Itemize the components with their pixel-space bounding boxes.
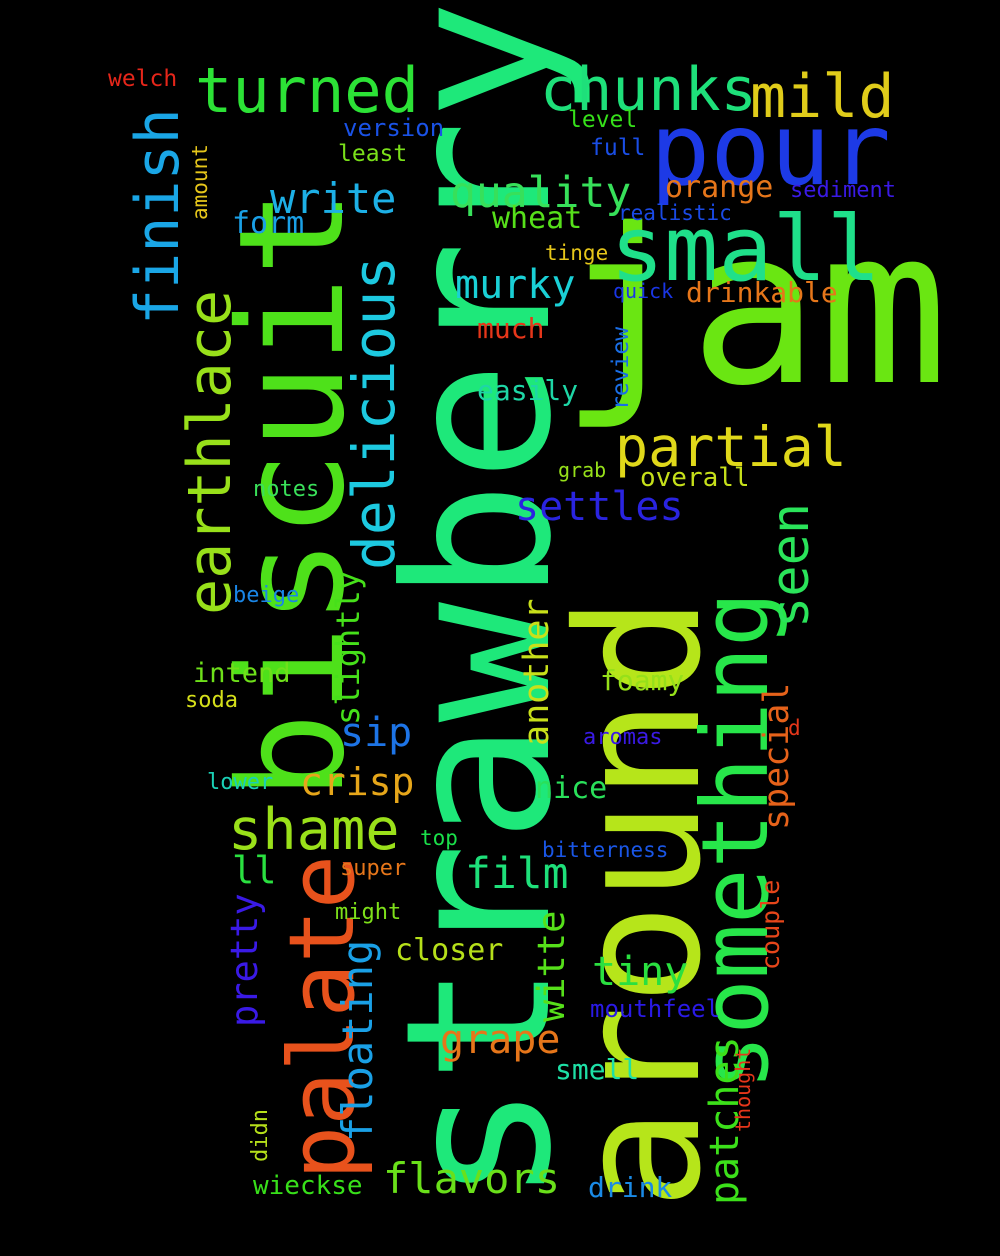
cloud-word-welch: welch [108, 66, 178, 92]
cloud-word-pretty: pretty [223, 893, 266, 1027]
cloud-word-lower: lower [207, 770, 274, 795]
cloud-word-sediment: sediment [790, 178, 896, 203]
cloud-word-much: much [477, 312, 545, 345]
cloud-word-crisp: crisp [300, 760, 415, 804]
cloud-word-sip: sip [340, 710, 413, 756]
cloud-word-tinge: tinge [545, 241, 609, 265]
cloud-word-tiny: tiny [592, 949, 689, 995]
cloud-word-write: write [270, 174, 397, 223]
cloud-word-version: version [343, 114, 445, 142]
cloud-word-full: full [590, 135, 646, 161]
cloud-word-drinkable: drinkable [686, 276, 838, 309]
cloud-word-couple: couple [756, 879, 785, 970]
cloud-word-film: film [465, 849, 569, 899]
cloud-word-top: top [420, 826, 458, 850]
cloud-word-finish: finish [123, 108, 193, 325]
cloud-word-review: review [608, 326, 634, 410]
cloud-word-didn: didn [248, 1109, 273, 1162]
cloud-word-flavors: flavors [383, 1154, 561, 1203]
cloud-word-murky: murky [455, 262, 576, 308]
cloud-word-super: super [340, 856, 407, 881]
cloud-word-orange: orange [665, 170, 774, 205]
cloud-word-form: form [232, 206, 305, 241]
cloud-word-settles: settles [515, 484, 684, 530]
cloud-word-notes: notes [253, 477, 320, 502]
cloud-word-jam: jam [560, 182, 949, 433]
cloud-word-easily: easily [477, 374, 579, 407]
cloud-word-delicious: delicious [340, 255, 408, 570]
cloud-word-wieckse: wieckse [253, 1171, 363, 1201]
cloud-word-smell: smell [555, 1053, 640, 1086]
cloud-word-grab: grab [558, 458, 607, 482]
cloud-word-pour: pour [650, 91, 891, 208]
cloud-word-beige: beige [233, 583, 300, 608]
cloud-word-seen: seen [761, 502, 821, 628]
cloud-word-least: least [338, 141, 408, 167]
cloud-word-soda: soda [185, 688, 238, 713]
cloud-word-realistic: realistic [618, 201, 732, 225]
cloud-word-ll: ll [232, 849, 277, 892]
cloud-word-witte: witte [530, 910, 573, 1022]
cloud-word-intend: intend [193, 658, 291, 689]
cloud-word-nice: nice [535, 771, 608, 806]
cloud-word-shame: shame [228, 797, 400, 863]
cloud-word-mouthfeel: mouthfeel [590, 995, 721, 1023]
cloud-word-might: might [335, 900, 402, 925]
cloud-word-drink: drink [588, 1171, 673, 1204]
cloud-word-thought: thought [731, 1047, 755, 1132]
cloud-word-closer: closer [395, 933, 504, 968]
cloud-word-mild: mild [750, 62, 895, 132]
cloud-word-partial: partial [615, 415, 847, 479]
cloud-word-quality: quality [450, 168, 632, 218]
cloud-word-chunks: chunks [540, 55, 757, 125]
cloud-word-another: another [517, 598, 557, 746]
cloud-word-floating: floating [333, 939, 382, 1142]
cloud-word-special: special [757, 682, 797, 830]
cloud-word-foamy: foamy [600, 664, 685, 697]
cloud-word-overall: overall [640, 463, 750, 493]
cloud-word-slightly: slightly [329, 570, 367, 725]
cloud-word-d: d [788, 716, 801, 740]
cloud-word-bitterness: bitterness [542, 838, 669, 862]
cloud-word-aromas: aromas [583, 725, 663, 750]
cloud-word-grape: grape [440, 1017, 561, 1063]
cloud-word-amount: amount [188, 144, 212, 220]
cloud-word-small: small [610, 197, 881, 302]
cloud-word-wheat: wheat [492, 201, 583, 236]
cloud-word-quick: quick [613, 279, 674, 303]
cloud-word-turned: turned [195, 54, 419, 127]
cloud-word-earthlace: earthlace [175, 289, 245, 615]
cloud-word-level: level [568, 107, 638, 133]
